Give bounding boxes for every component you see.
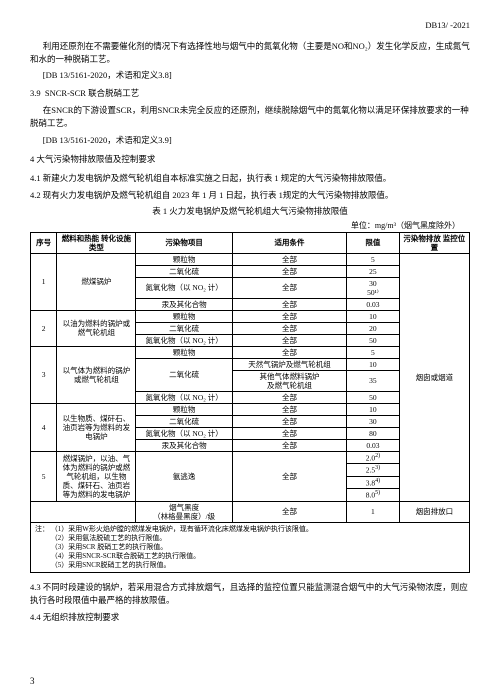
table-title: 表 1 火力发电锅炉及燃气轮机组大气污染物排放限值 xyxy=(30,206,470,218)
s4-title: 4 大气污染物排放限值及控制要求 xyxy=(30,154,470,166)
emission-table: 序号 燃料和热能 转化设施类型 污染物项目 适用条件 限值 污染物排放 监控位置… xyxy=(30,232,470,523)
s39: 3.9 SNCR-SCR 联合脱硝工艺 xyxy=(30,88,470,100)
doc-code: DB13/ -2021 xyxy=(30,20,470,32)
intro-para1: 利用还原剂在不需要催化剂的情况下有选择性地与烟气中的氮氧化物（主要是NO和NO₂… xyxy=(30,40,470,66)
th-position: 污染物排放 监控位置 xyxy=(399,232,469,253)
page-number: 3 xyxy=(30,675,35,688)
intro-ref1: [DB 13/5161-2020，术语和定义3.8] xyxy=(30,69,470,82)
th-pollutant: 污染物项目 xyxy=(136,232,233,253)
th-seq: 序号 xyxy=(31,232,57,253)
th-limit: 限值 xyxy=(347,232,400,253)
s43: 4.3 不同时段建设的锅炉，若采用混合方式排放烟气，且选择的监控位置只能监测混合… xyxy=(30,581,470,607)
th-type: 燃料和热能 转化设施类型 xyxy=(57,232,136,253)
s42: 4.2 现有火力发电锅炉及燃气轮机组自 2023 年 1 月 1 日起，执行表 … xyxy=(30,189,470,202)
s44: 4.4 无组织排放控制要求 xyxy=(30,611,470,624)
s39-para: 在SNCR的下游设置SCR，利用SNCR未完全反应的还原剂，继续脱除烟气中的氮氧… xyxy=(30,104,470,130)
table-unit: 单位：mg/m³（烟气黑度除外） xyxy=(30,220,470,231)
s39-ref: [DB 13/5161-2020，术语和定义3.9] xyxy=(30,134,470,147)
s41: 4.1 新建火力发电锅炉及燃气轮机组自本标准实施之日起，执行表 1 规定的大气污… xyxy=(30,172,470,185)
table-header-row: 序号 燃料和热能 转化设施类型 污染物项目 适用条件 限值 污染物排放 监控位置 xyxy=(31,232,470,253)
table-notes: 注： （1）采用W形火焰炉膛的燃煤发电锅炉，现有循环流化床燃煤发电锅炉执行该限值… xyxy=(30,523,470,573)
th-condition: 适用条件 xyxy=(232,232,346,253)
